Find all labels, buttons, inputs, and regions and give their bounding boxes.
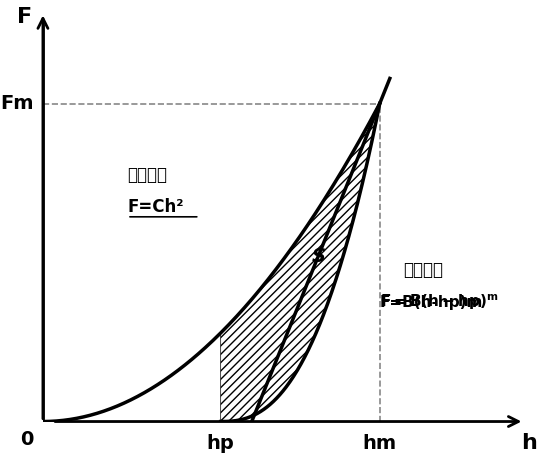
Text: Fm: Fm (1, 94, 34, 113)
Text: S: S (312, 247, 326, 266)
Text: h: h (521, 434, 537, 454)
Text: 0: 0 (20, 430, 33, 449)
Text: 加载曲线: 加载曲线 (127, 166, 167, 184)
Text: 卸载曲线: 卸载曲线 (403, 262, 443, 280)
Text: hm: hm (363, 434, 397, 453)
Text: hp: hp (207, 434, 235, 453)
Text: F=B(h-hp)m: F=B(h-hp)m (380, 295, 483, 310)
Text: $\mathbf{F=B(h-hp)^m}$: $\mathbf{F=B(h-hp)^m}$ (380, 292, 498, 312)
Text: F: F (17, 7, 32, 27)
Text: F=Ch²: F=Ch² (127, 198, 184, 216)
